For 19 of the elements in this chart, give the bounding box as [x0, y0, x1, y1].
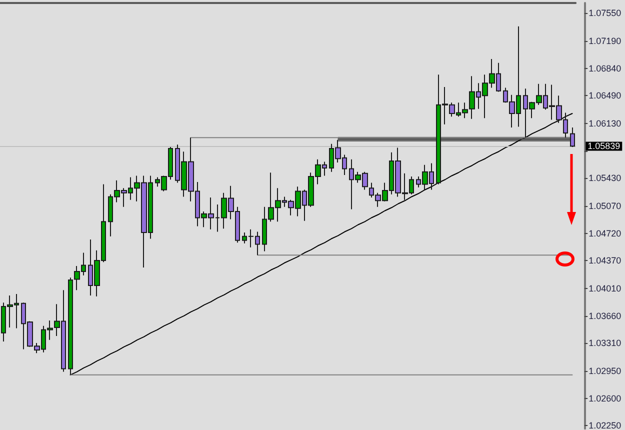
- y-tick-label: 1.07550: [588, 8, 622, 18]
- y-tick-label: 1.03310: [588, 338, 622, 348]
- y-tick-label: 1.02250: [588, 420, 622, 430]
- candlestick: [68, 277, 73, 376]
- y-tick-label: 1.04010: [588, 284, 622, 294]
- y-tick-label: 1.06130: [588, 118, 622, 129]
- line-series: [70, 112, 573, 376]
- y-tick-label: 1.02950: [588, 366, 622, 376]
- candlestick: [570, 126, 575, 148]
- y-tick-label: 1.06840: [588, 63, 622, 74]
- y-tick-label: 1.05430: [588, 173, 622, 184]
- y-tick-label: 1.06490: [588, 90, 622, 101]
- y-tick-label: 1.04720: [588, 228, 622, 238]
- ref-line-label: 1.05839: [588, 141, 620, 152]
- y-tick-label: 1.03660: [588, 310, 622, 321]
- y-tick-label: 1.02600: [588, 393, 622, 404]
- y-tick-label: 1.07190: [588, 36, 622, 46]
- y-tick-label: 1.05070: [588, 201, 622, 212]
- y-tick-label: 1.04370: [588, 256, 622, 266]
